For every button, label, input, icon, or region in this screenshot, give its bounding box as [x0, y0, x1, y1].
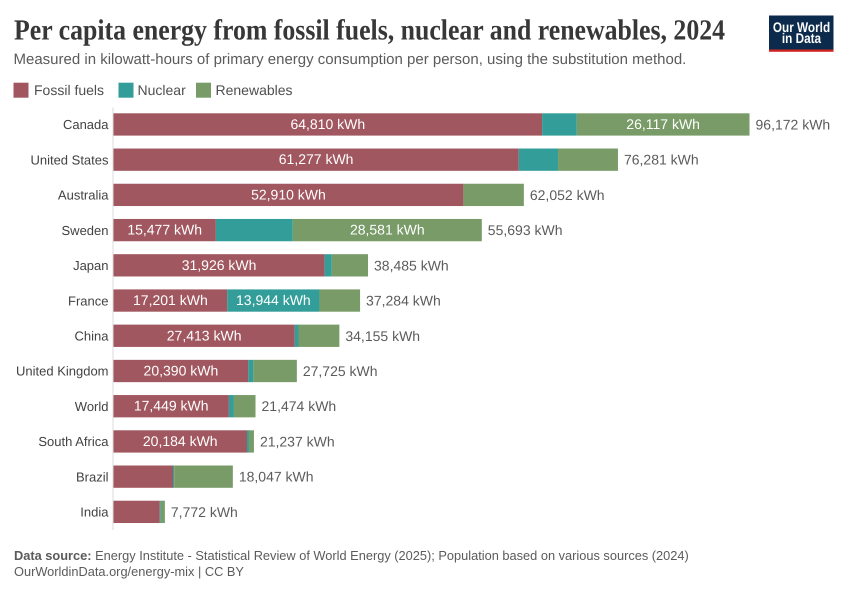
svg-text:21,474 kWh: 21,474 kWh: [262, 398, 337, 414]
svg-text:15,477 kWh: 15,477 kWh: [127, 222, 202, 238]
svg-text:World: World: [75, 399, 109, 414]
svg-text:38,485 kWh: 38,485 kWh: [374, 257, 449, 273]
svg-text:20,390 kWh: 20,390 kWh: [144, 362, 219, 378]
svg-text:37,284 kWh: 37,284 kWh: [366, 293, 441, 309]
svg-text:34,155 kWh: 34,155 kWh: [345, 328, 420, 344]
svg-text:Nuclear: Nuclear: [138, 82, 187, 98]
svg-text:Fossil fuels: Fossil fuels: [34, 82, 104, 98]
svg-text:27,413 kWh: 27,413 kWh: [167, 327, 242, 343]
svg-text:17,201 kWh: 17,201 kWh: [133, 292, 208, 308]
svg-text:Australia: Australia: [58, 188, 109, 203]
svg-text:55,693 kWh: 55,693 kWh: [488, 222, 563, 238]
svg-text:in Data: in Data: [782, 30, 821, 46]
svg-text:21,237 kWh: 21,237 kWh: [260, 433, 335, 449]
svg-text:61,277 kWh: 61,277 kWh: [279, 151, 354, 167]
svg-text:7,772 kWh: 7,772 kWh: [171, 504, 238, 520]
svg-text:United Kingdom: United Kingdom: [16, 364, 109, 379]
svg-text:76,281 kWh: 76,281 kWh: [624, 152, 699, 168]
svg-text:Our World: Our World: [773, 19, 830, 35]
svg-text:17,449 kWh: 17,449 kWh: [134, 398, 209, 414]
svg-text:India: India: [80, 505, 109, 520]
svg-text:Brazil: Brazil: [76, 469, 109, 484]
svg-text:13,944 kWh: 13,944 kWh: [236, 292, 311, 308]
svg-text:Renewables: Renewables: [216, 82, 293, 98]
svg-text:20,184 kWh: 20,184 kWh: [143, 433, 218, 449]
svg-text:62,052 kWh: 62,052 kWh: [530, 187, 605, 203]
svg-text:28,581 kWh: 28,581 kWh: [350, 222, 425, 238]
svg-text:United States: United States: [30, 152, 109, 167]
svg-text:52,910 kWh: 52,910 kWh: [251, 186, 326, 202]
svg-text:31,926 kWh: 31,926 kWh: [182, 257, 257, 273]
svg-text:Per capita energy from fossil: Per capita energy from fossil fuels, nuc…: [14, 14, 725, 47]
svg-text:South Africa: South Africa: [38, 434, 109, 449]
svg-text:Measured in kilowatt-hours of: Measured in kilowatt-hours of primary en…: [14, 51, 687, 68]
svg-text:France: France: [68, 293, 108, 308]
svg-text:18,047 kWh: 18,047 kWh: [239, 469, 314, 485]
svg-text:26,117 kWh: 26,117 kWh: [626, 116, 700, 132]
svg-text:Sweden: Sweden: [62, 223, 109, 238]
svg-text:Canada: Canada: [63, 117, 109, 132]
svg-text:64,810 kWh: 64,810 kWh: [290, 116, 365, 132]
svg-text:China: China: [75, 328, 110, 343]
svg-text:Japan: Japan: [73, 258, 108, 273]
svg-text:96,172 kWh: 96,172 kWh: [756, 116, 831, 132]
svg-text:27,725 kWh: 27,725 kWh: [303, 363, 378, 379]
